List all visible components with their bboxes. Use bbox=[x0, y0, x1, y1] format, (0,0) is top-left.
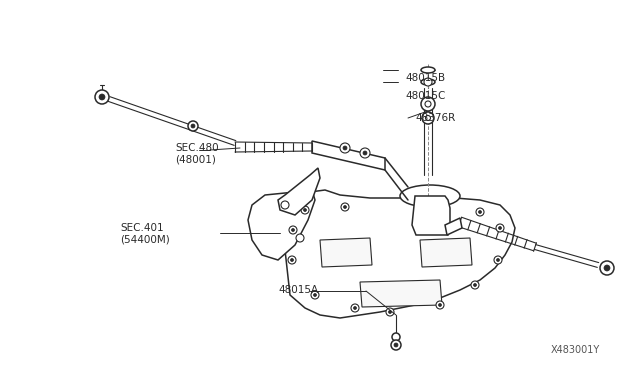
Circle shape bbox=[311, 291, 319, 299]
Circle shape bbox=[288, 256, 296, 264]
Ellipse shape bbox=[421, 79, 435, 85]
Ellipse shape bbox=[421, 67, 435, 73]
Circle shape bbox=[476, 208, 484, 216]
Polygon shape bbox=[285, 190, 515, 318]
Text: X483001Y: X483001Y bbox=[551, 345, 600, 355]
Circle shape bbox=[391, 340, 401, 350]
Circle shape bbox=[388, 311, 392, 314]
Circle shape bbox=[281, 201, 289, 209]
Circle shape bbox=[392, 333, 400, 341]
Text: 48015C: 48015C bbox=[405, 91, 445, 101]
Circle shape bbox=[344, 205, 346, 208]
Circle shape bbox=[291, 228, 294, 231]
Circle shape bbox=[499, 227, 502, 230]
Text: (48001): (48001) bbox=[175, 155, 216, 165]
Polygon shape bbox=[445, 218, 462, 235]
Circle shape bbox=[494, 256, 502, 264]
Circle shape bbox=[474, 283, 477, 286]
Polygon shape bbox=[248, 190, 315, 260]
Circle shape bbox=[340, 143, 350, 153]
Circle shape bbox=[296, 234, 304, 242]
Polygon shape bbox=[420, 238, 472, 267]
Circle shape bbox=[436, 301, 444, 309]
Circle shape bbox=[341, 203, 349, 211]
Polygon shape bbox=[312, 141, 385, 170]
Text: 48015B: 48015B bbox=[405, 73, 445, 83]
Circle shape bbox=[471, 281, 479, 289]
Circle shape bbox=[363, 151, 367, 155]
Circle shape bbox=[604, 265, 610, 271]
Circle shape bbox=[301, 206, 309, 214]
Circle shape bbox=[351, 304, 359, 312]
Circle shape bbox=[386, 308, 394, 316]
Polygon shape bbox=[320, 238, 372, 267]
Circle shape bbox=[343, 146, 347, 150]
Circle shape bbox=[360, 148, 370, 158]
Polygon shape bbox=[360, 280, 442, 307]
Text: 48376R: 48376R bbox=[415, 113, 455, 123]
Circle shape bbox=[422, 112, 434, 124]
Circle shape bbox=[438, 304, 442, 307]
Circle shape bbox=[353, 307, 356, 310]
Circle shape bbox=[496, 224, 504, 232]
Text: (54400M): (54400M) bbox=[120, 235, 170, 245]
Circle shape bbox=[289, 226, 297, 234]
Circle shape bbox=[191, 124, 195, 128]
Circle shape bbox=[424, 78, 432, 86]
Circle shape bbox=[497, 259, 499, 262]
Polygon shape bbox=[412, 196, 450, 235]
Circle shape bbox=[95, 90, 109, 104]
Circle shape bbox=[188, 121, 198, 131]
Circle shape bbox=[314, 294, 317, 296]
Polygon shape bbox=[278, 168, 320, 215]
Text: 48015A: 48015A bbox=[278, 285, 318, 295]
Circle shape bbox=[99, 94, 105, 100]
Circle shape bbox=[421, 97, 435, 111]
Text: SEC.401: SEC.401 bbox=[120, 223, 164, 233]
Circle shape bbox=[394, 343, 398, 347]
Circle shape bbox=[600, 261, 614, 275]
Circle shape bbox=[291, 259, 294, 262]
Circle shape bbox=[479, 211, 481, 214]
Circle shape bbox=[303, 208, 307, 212]
Text: SEC.480: SEC.480 bbox=[175, 143, 219, 153]
Ellipse shape bbox=[400, 185, 460, 207]
